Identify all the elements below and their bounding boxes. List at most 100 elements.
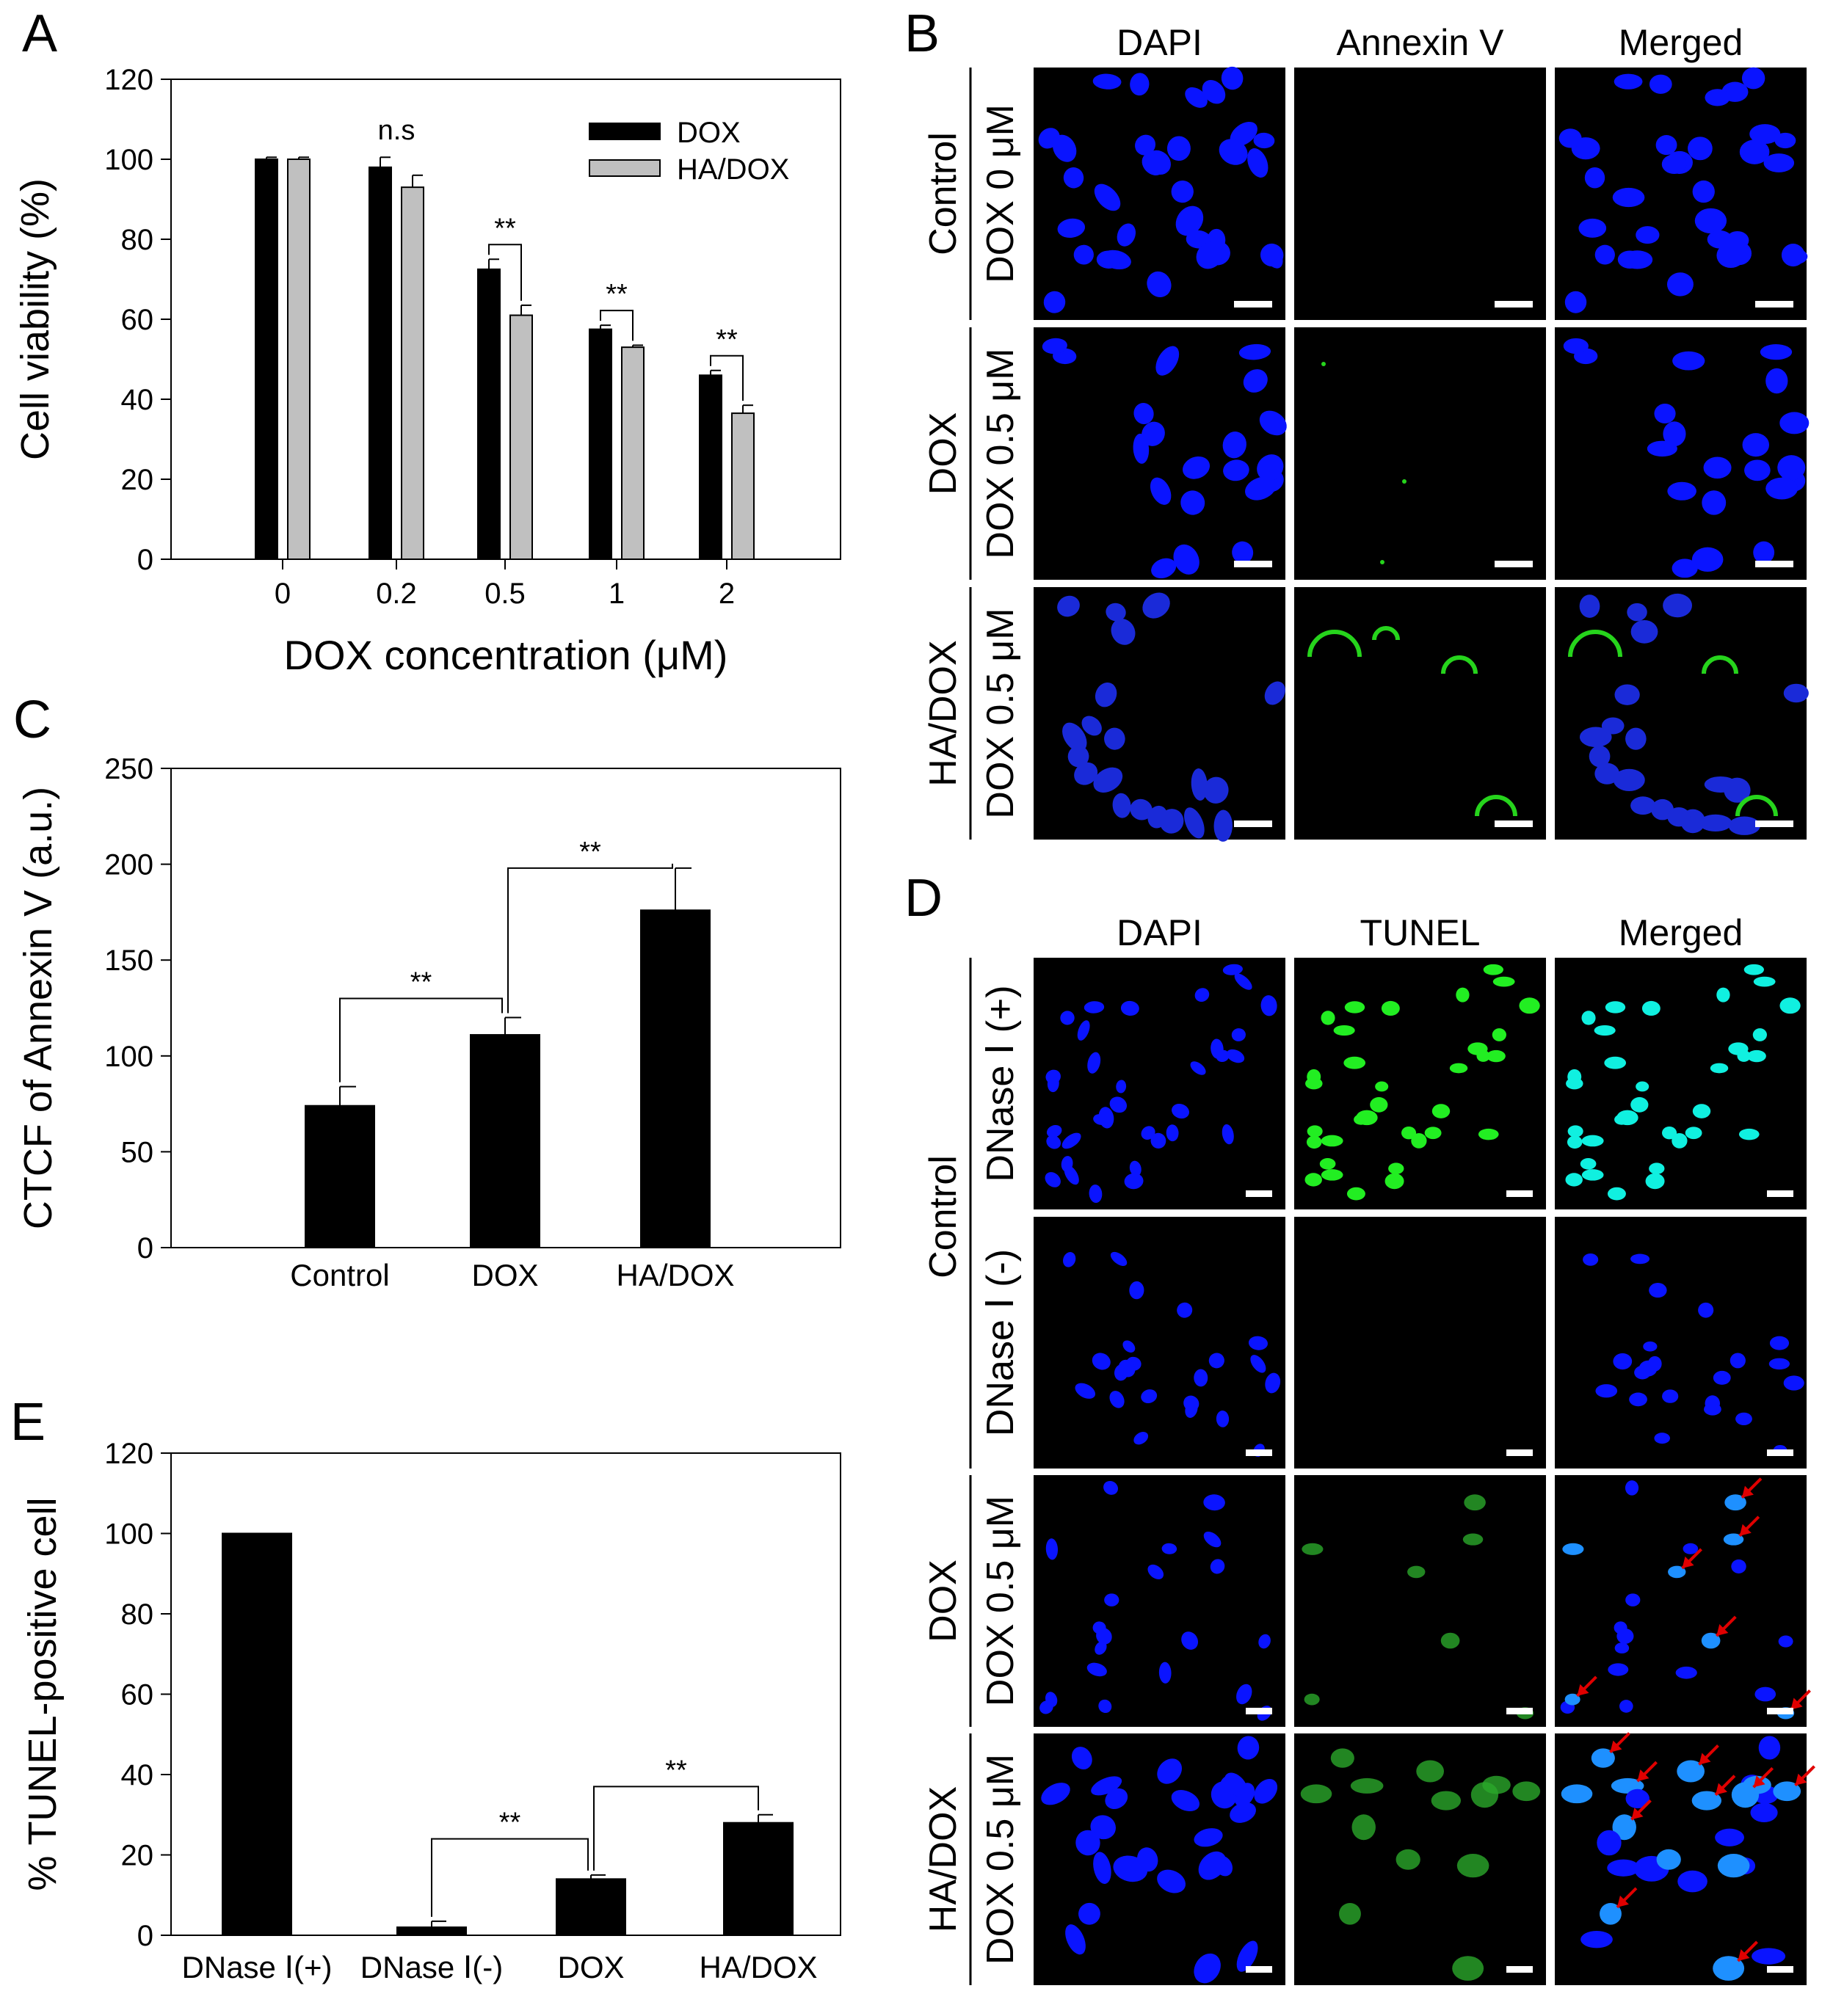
nucleus	[1141, 1389, 1158, 1403]
nucleus	[1147, 271, 1172, 298]
tunel-nucleus	[1431, 1104, 1451, 1118]
nucleus	[1142, 153, 1164, 176]
nucleus	[1589, 745, 1611, 768]
nucleus	[1783, 1375, 1804, 1391]
nucleus	[1716, 987, 1730, 1002]
nucleus	[1731, 1559, 1746, 1573]
tunel-nucleus	[1321, 1135, 1343, 1147]
nucleus	[1247, 148, 1268, 178]
significance-label: **	[410, 967, 432, 997]
nucleus	[1691, 1791, 1722, 1811]
nucleus	[1230, 1802, 1256, 1823]
micrograph-dapi	[1034, 958, 1285, 1209]
nucleus	[1166, 1124, 1179, 1142]
nucleus	[1216, 1410, 1230, 1427]
micrograph-tunel	[1294, 1475, 1546, 1727]
legend-label: DOX	[677, 117, 741, 149]
nucleus	[1237, 1736, 1260, 1760]
bar	[699, 374, 722, 560]
nucleus	[1194, 1369, 1208, 1387]
column-header: DAPI	[1117, 22, 1202, 63]
nucleus	[1198, 1851, 1227, 1880]
red-arrow-head	[1741, 1485, 1754, 1498]
nucleus	[1614, 73, 1643, 90]
nucleus	[1565, 1173, 1583, 1187]
bar	[470, 1034, 540, 1248]
micrograph-tunel	[1294, 1217, 1546, 1469]
scale-bar	[1234, 561, 1272, 567]
nucleus	[1716, 243, 1746, 269]
x-tick-label: 0	[275, 578, 291, 610]
bar	[509, 314, 533, 560]
tunel-nucleus	[1351, 1814, 1376, 1841]
nucleus	[1104, 1593, 1119, 1606]
nucleus	[1264, 681, 1285, 705]
red-arrow-head	[1790, 1697, 1803, 1710]
nucleus	[1662, 1389, 1679, 1403]
nucleus	[1157, 1758, 1182, 1784]
nucleus	[1203, 1531, 1222, 1548]
nucleus	[1749, 124, 1781, 145]
x-tick-label: 0.2	[376, 578, 417, 610]
nucleus	[1616, 1629, 1634, 1644]
y-tick-label: 80	[121, 1598, 154, 1631]
column-header: Annexin V	[1337, 22, 1505, 63]
nucleus	[1672, 1132, 1688, 1149]
y-axis-label: % TUNEL-positive cell	[21, 1497, 65, 1891]
bar	[255, 159, 278, 560]
nucleus	[1742, 433, 1770, 457]
bar	[287, 159, 311, 560]
nucleus	[1691, 547, 1724, 572]
annexin-ring	[1702, 655, 1738, 674]
column-header: Merged	[1619, 912, 1743, 953]
panel-label-c: C	[13, 691, 51, 749]
red-arrow-head	[1739, 1524, 1752, 1536]
x-tick-label: DOX	[471, 1258, 538, 1292]
significance-label: **	[716, 324, 738, 355]
tunel-nucleus	[1305, 1077, 1323, 1090]
row-condition-label: DOX 0 μM	[979, 104, 1022, 283]
y-tick-label: 0	[137, 1232, 153, 1264]
x-tick-label: DNase Ⅰ(-)	[360, 1950, 503, 1984]
nucleus	[1038, 128, 1060, 149]
nucleus	[1667, 481, 1696, 501]
nucleus	[1649, 74, 1672, 94]
bar	[305, 1105, 375, 1249]
nucleus	[1120, 1000, 1139, 1016]
nucleus	[1752, 1948, 1786, 1965]
nucleus	[1672, 558, 1698, 578]
nucleus	[1563, 338, 1589, 354]
bar	[621, 346, 645, 560]
nucleus	[1234, 973, 1252, 990]
nucleus	[1062, 722, 1087, 752]
scale-bar	[1506, 1708, 1533, 1714]
nucleus	[1717, 1854, 1750, 1878]
nucleus	[1692, 180, 1715, 203]
panel-label-e: E	[10, 1393, 46, 1452]
nucleus	[1093, 1852, 1111, 1885]
y-tick-label: 80	[121, 224, 154, 256]
nucleus	[1752, 1028, 1767, 1041]
red-arrow-head	[1577, 1684, 1589, 1696]
nucleus	[1061, 1156, 1073, 1172]
nucleus	[1150, 477, 1172, 505]
micrograph-panel-b: DAPI Annexin V Merged Control DOX 0 μM DOX DOX…	[922, 22, 1810, 842]
nucleus	[1744, 459, 1771, 481]
nucleus	[1150, 1132, 1166, 1149]
nucleus	[1173, 544, 1199, 575]
nucleus	[1161, 1543, 1177, 1554]
row-group-label: DOX	[922, 1560, 965, 1642]
nucleus	[1594, 1025, 1616, 1036]
nucleus	[1683, 1543, 1699, 1554]
y-tick-label: 100	[104, 1041, 153, 1073]
scale-bar	[1495, 561, 1533, 567]
nucleus	[1191, 768, 1208, 801]
nucleus	[1172, 1103, 1189, 1119]
bar	[640, 909, 711, 1248]
column-header: Merged	[1619, 22, 1743, 63]
tunel-nucleus	[1344, 1001, 1365, 1014]
nucleus	[1769, 1336, 1790, 1350]
nucleus	[1758, 1736, 1781, 1760]
nucleus	[1090, 1815, 1116, 1840]
tunel-nucleus	[1395, 1849, 1420, 1870]
